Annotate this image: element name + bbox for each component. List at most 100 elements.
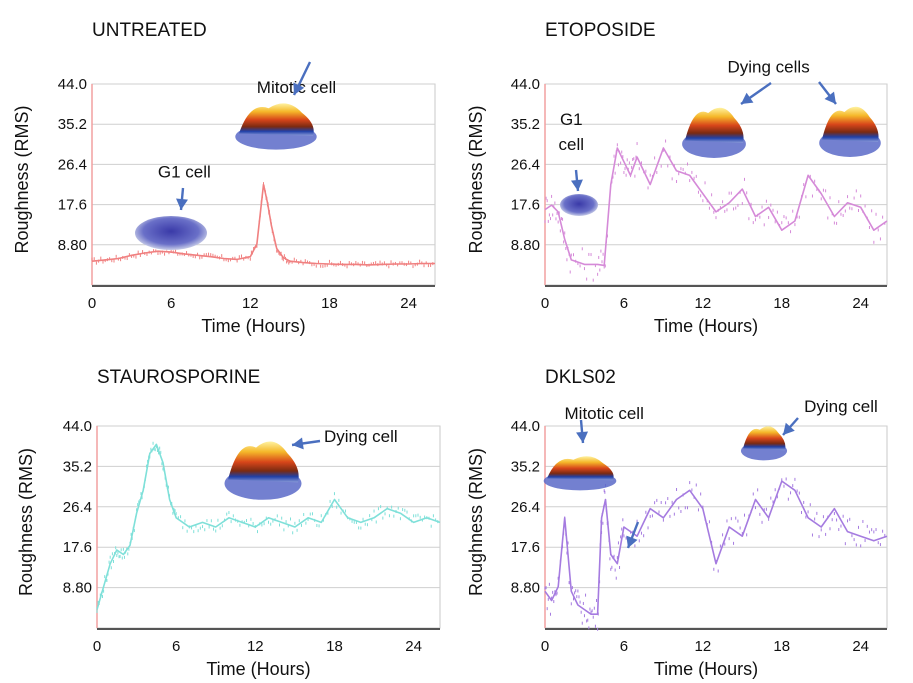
- annotation-label: Mitotic cell: [565, 404, 644, 423]
- arrow-head: [176, 198, 188, 210]
- arrow-head: [824, 91, 836, 104]
- y-tick-label: 26.4: [511, 499, 540, 516]
- chart-title: UNTREATED: [92, 20, 207, 41]
- panel-3: STAUROSPORINE 8.80 17.6 26.4 35.2 44.0 0 6 12 18 2…: [16, 367, 441, 679]
- dying-cell-arrow-1: [740, 82, 772, 105]
- y-tick-label: 35.2: [58, 116, 87, 133]
- chart-title: ETOPOSIDE: [545, 20, 656, 41]
- x-tick-label: 18: [773, 295, 790, 312]
- x-tick-label: 18: [321, 295, 338, 312]
- y-tick-label: 35.2: [511, 458, 540, 475]
- g1-cell-image: [135, 216, 207, 250]
- panel-4: DKLS02 8.80 17.6 26.4 35.2 44.0 0 6 12 18 24 Time (…: [466, 367, 888, 679]
- arrow-head: [741, 92, 754, 104]
- annotation-label: G1 cell: [158, 163, 211, 182]
- dying-cell-image-2: [819, 106, 881, 157]
- dying-cell-arrow-dkls-2: [626, 521, 640, 549]
- annotation-label: Dying cells: [728, 58, 810, 77]
- y-tick-label: 8.80: [511, 237, 540, 254]
- dying-cell-image-dkls: [740, 426, 788, 461]
- y-tick-label: 8.80: [63, 580, 92, 597]
- dying-cell-image-1: [682, 107, 746, 158]
- panel-1: UNTREATED 8.80 17.6 26.4 35.2 44.0 0 6 12 18 24 Tim…: [12, 20, 436, 336]
- cell-surface: [547, 456, 614, 481]
- x-tick-label: 0: [88, 295, 96, 312]
- y-tick-label: 8.80: [511, 580, 540, 597]
- series-line-staurosporine: [96, 443, 441, 610]
- mitotic-cell-arrow: [292, 61, 312, 96]
- mitotic-cell-image-dkls: [543, 456, 617, 491]
- x-tick-label: 18: [773, 638, 790, 655]
- cell-surface: [135, 216, 207, 250]
- x-axis-label: Time (Hours): [201, 316, 305, 336]
- chart-title: DKLS02: [545, 367, 616, 388]
- y-tick-label: 17.6: [63, 539, 92, 556]
- cell-surface: [743, 426, 786, 451]
- arrow-head: [783, 422, 795, 435]
- g1-cell-arrow-etoposide: [570, 169, 583, 192]
- y-tick-label: 17.6: [511, 197, 540, 214]
- x-tick-label: 6: [620, 295, 628, 312]
- cell-surface: [685, 107, 744, 143]
- annotation-label: cell: [559, 135, 585, 154]
- y-axis-label: Roughness (RMS): [16, 448, 36, 596]
- x-tick-label: 6: [620, 638, 628, 655]
- cell-surface: [822, 106, 879, 142]
- x-axis-label: Time (Hours): [654, 659, 758, 679]
- arrow-head: [626, 535, 638, 548]
- y-tick-label: 35.2: [63, 458, 92, 475]
- dying-cell-image-stauro: [224, 441, 302, 500]
- arrow-head: [292, 437, 304, 450]
- y-tick-label: 44.0: [63, 418, 92, 435]
- y-axis-label: Roughness (RMS): [466, 448, 486, 596]
- y-axis-label: Roughness (RMS): [12, 105, 32, 253]
- x-tick-label: 12: [695, 638, 712, 655]
- y-tick-label: 26.4: [63, 499, 92, 516]
- y-tick-label: 44.0: [511, 418, 540, 435]
- mitotic-cell-arrow-dkls: [576, 419, 589, 444]
- g1-cell-image-etoposide: [560, 194, 598, 216]
- x-tick-label: 0: [93, 638, 101, 655]
- dying-cell-arrow-dkls: [782, 417, 799, 436]
- g1-cell-arrow: [176, 187, 188, 211]
- y-tick-label: 8.80: [58, 237, 87, 254]
- y-tick-label: 44.0: [511, 76, 540, 93]
- x-tick-label: 0: [541, 638, 549, 655]
- cell-surface: [228, 441, 299, 483]
- annotation-label: Dying cell: [804, 397, 878, 416]
- annotation-label: G1: [560, 110, 583, 129]
- chart-title: STAUROSPORINE: [97, 367, 260, 388]
- y-tick-label: 26.4: [511, 156, 540, 173]
- y-tick-label: 35.2: [511, 116, 540, 133]
- panel-2: ETOPOSIDE 8.80 17.6 26.4 35.2 44.0 0 6 12 18 24 Tim…: [466, 20, 888, 336]
- x-tick-label: 24: [852, 295, 869, 312]
- x-tick-label: 24: [400, 295, 417, 312]
- x-tick-label: 6: [167, 295, 175, 312]
- arrow-head: [576, 431, 589, 443]
- x-tick-label: 24: [852, 638, 869, 655]
- dying-cell-arrow-stauro: [291, 437, 321, 450]
- x-tick-label: 12: [247, 638, 264, 655]
- plot-area: [544, 425, 888, 629]
- series-line-dkls02: [544, 480, 888, 616]
- y-tick-label: 17.6: [58, 197, 87, 214]
- annotation-label: Dying cell: [324, 427, 398, 446]
- cell-surface: [239, 103, 314, 136]
- x-axis-label: Time (Hours): [206, 659, 310, 679]
- arrow-head: [293, 82, 305, 95]
- y-tick-label: 44.0: [58, 76, 87, 93]
- x-tick-label: 24: [405, 638, 422, 655]
- y-tick-label: 26.4: [58, 156, 87, 173]
- y-tick-label: 17.6: [511, 539, 540, 556]
- x-tick-label: 12: [695, 295, 712, 312]
- mitotic-cell-image: [235, 103, 317, 150]
- x-tick-label: 12: [242, 295, 259, 312]
- y-axis-label: Roughness (RMS): [466, 105, 486, 253]
- x-tick-label: 6: [172, 638, 180, 655]
- x-tick-label: 18: [326, 638, 343, 655]
- x-axis-label: Time (Hours): [654, 316, 758, 336]
- x-tick-label: 0: [541, 295, 549, 312]
- arrow-head: [570, 179, 583, 191]
- cell-surface: [560, 194, 598, 216]
